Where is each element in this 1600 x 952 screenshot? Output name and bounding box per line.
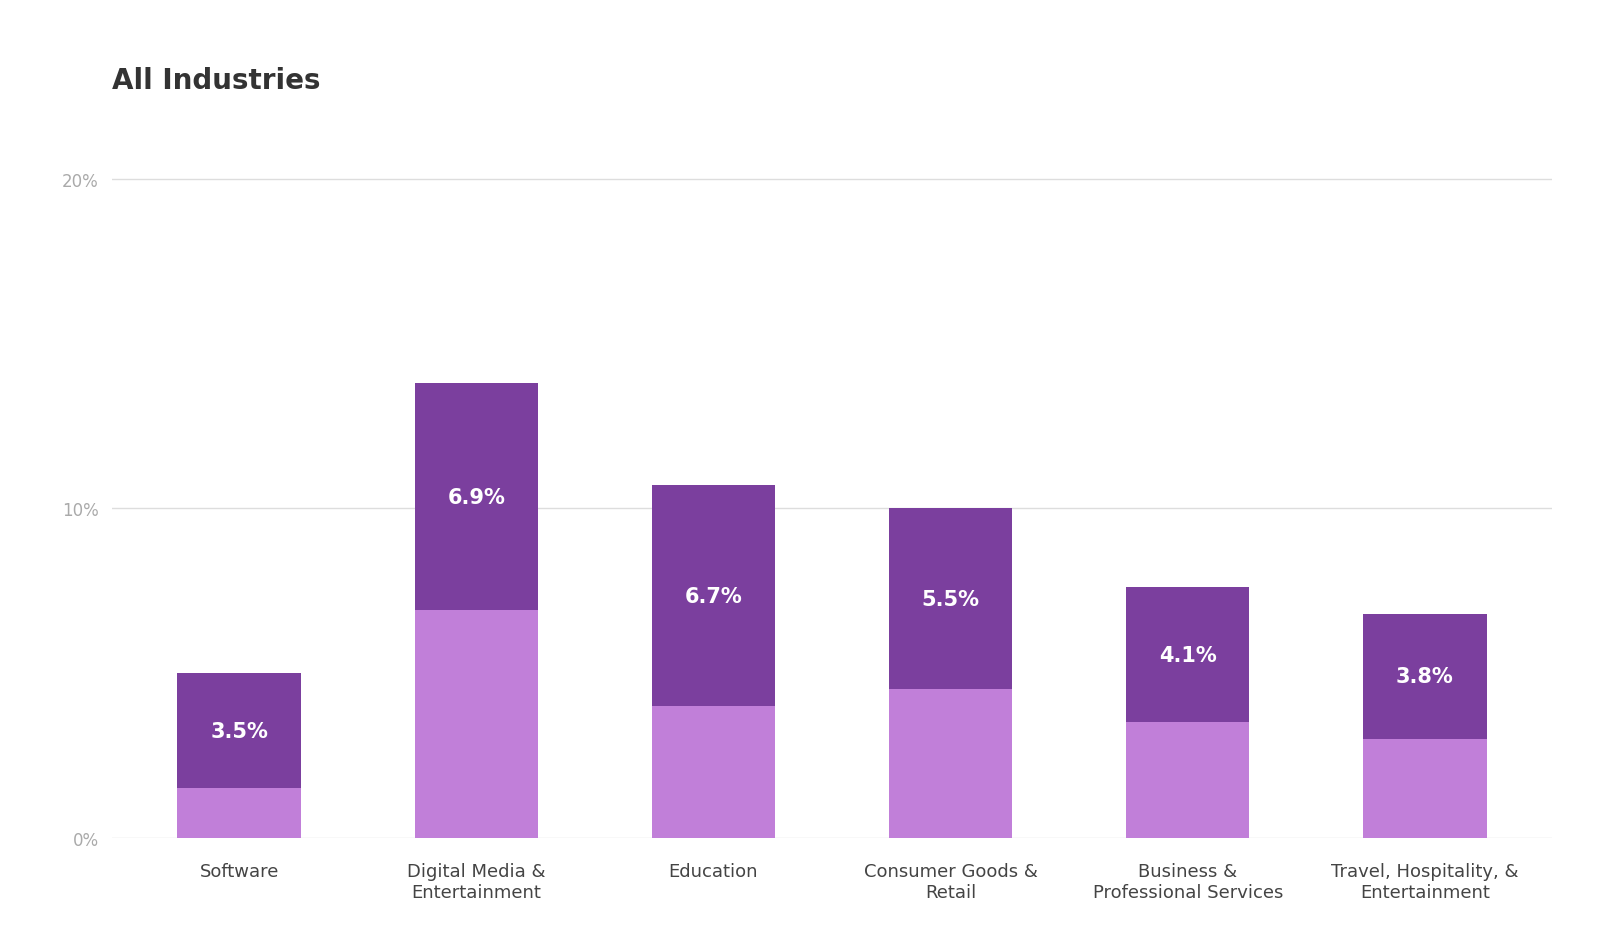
Bar <box>178 788 301 838</box>
Bar <box>414 384 538 611</box>
Bar <box>1363 739 1486 838</box>
Bar <box>1126 723 1250 838</box>
Bar <box>414 611 538 838</box>
Text: 3.8%: 3.8% <box>1397 666 1454 686</box>
Text: 5.5%: 5.5% <box>922 589 979 609</box>
Bar <box>1126 587 1250 723</box>
Bar <box>651 706 774 838</box>
Text: 6.9%: 6.9% <box>448 487 506 507</box>
Text: 4.1%: 4.1% <box>1158 645 1216 665</box>
Bar <box>651 486 774 706</box>
Text: All Industries: All Industries <box>112 67 320 94</box>
Text: 3.5%: 3.5% <box>210 721 269 741</box>
Bar <box>890 509 1013 690</box>
Bar <box>178 673 301 788</box>
Text: 6.7%: 6.7% <box>685 586 742 606</box>
Bar <box>1363 614 1486 739</box>
Bar <box>890 690 1013 838</box>
